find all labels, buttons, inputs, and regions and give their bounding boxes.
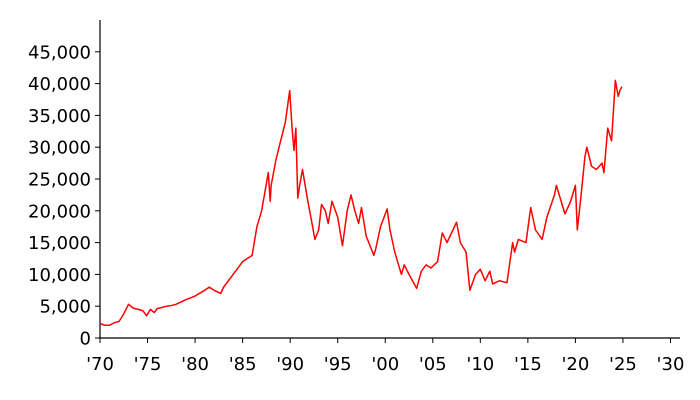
x-tick-label: '70 — [86, 354, 114, 375]
x-tick-label: '05 — [419, 354, 447, 375]
y-tick-label: 30,000 — [28, 138, 91, 159]
data-line — [99, 79, 623, 327]
y-tick-label: 25,000 — [28, 170, 91, 191]
x-tick-label: '75 — [134, 354, 162, 375]
y-tick-label: 40,000 — [28, 74, 91, 95]
y-tick-label: 15,000 — [28, 233, 91, 254]
x-tick-label: '80 — [181, 354, 209, 375]
x-tick-label: '30 — [657, 354, 685, 375]
x-tick-label: '20 — [561, 354, 589, 375]
x-tick-label: '95 — [324, 354, 352, 375]
y-tick-label: 5,000 — [39, 297, 91, 318]
x-tick-label: '15 — [514, 354, 542, 375]
y-tick-label: 10,000 — [28, 265, 91, 286]
x-tick-label: '00 — [371, 354, 399, 375]
x-tick-label: '25 — [609, 354, 637, 375]
x-tick-label: '10 — [466, 354, 494, 375]
x-tick-label: '90 — [276, 354, 304, 375]
y-tick-label: 35,000 — [28, 106, 91, 127]
y-tick-label: 0 — [80, 329, 91, 350]
y-tick-label: 45,000 — [28, 42, 91, 63]
x-tick-label: '85 — [229, 354, 257, 375]
y-tick-label: 20,000 — [28, 201, 91, 222]
